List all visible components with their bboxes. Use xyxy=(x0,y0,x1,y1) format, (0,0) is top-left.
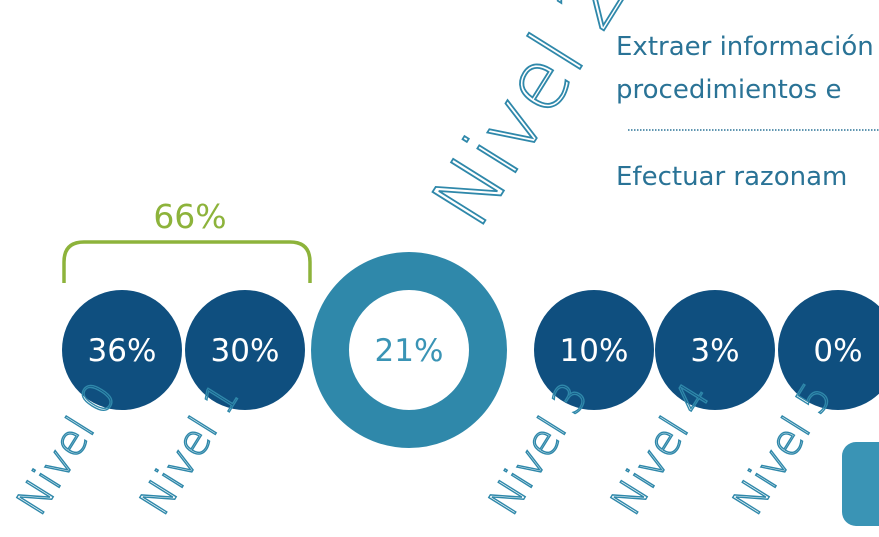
level-1-percent: 30% xyxy=(211,333,280,369)
description-line-3: Efectuar razonam xyxy=(616,162,847,192)
level-2-ring xyxy=(311,252,507,448)
level-2-percent: 21% xyxy=(375,333,444,369)
bracket-percent: 66% xyxy=(153,197,226,236)
level-0-circle xyxy=(62,290,182,410)
level-5-circle xyxy=(778,290,879,410)
level-0-percent: 36% xyxy=(88,333,157,369)
bracket-line xyxy=(62,240,312,283)
level-0-label: Nivel 0 xyxy=(7,374,126,523)
level-4-percent: 3% xyxy=(690,333,739,369)
description-line-1: Extraer información xyxy=(616,32,874,62)
description-line-2: procedimientos e xyxy=(616,75,841,105)
level-3-label: Nivel 3 xyxy=(479,374,598,523)
level-4-circle xyxy=(655,290,775,410)
level-2-label: Nivel 2 xyxy=(414,0,645,243)
level-5-percent: 0% xyxy=(813,333,862,369)
level-3-circle xyxy=(534,290,654,410)
teal-panel xyxy=(842,442,879,526)
level-1-circle xyxy=(185,290,305,410)
level-3-percent: 10% xyxy=(560,333,629,369)
